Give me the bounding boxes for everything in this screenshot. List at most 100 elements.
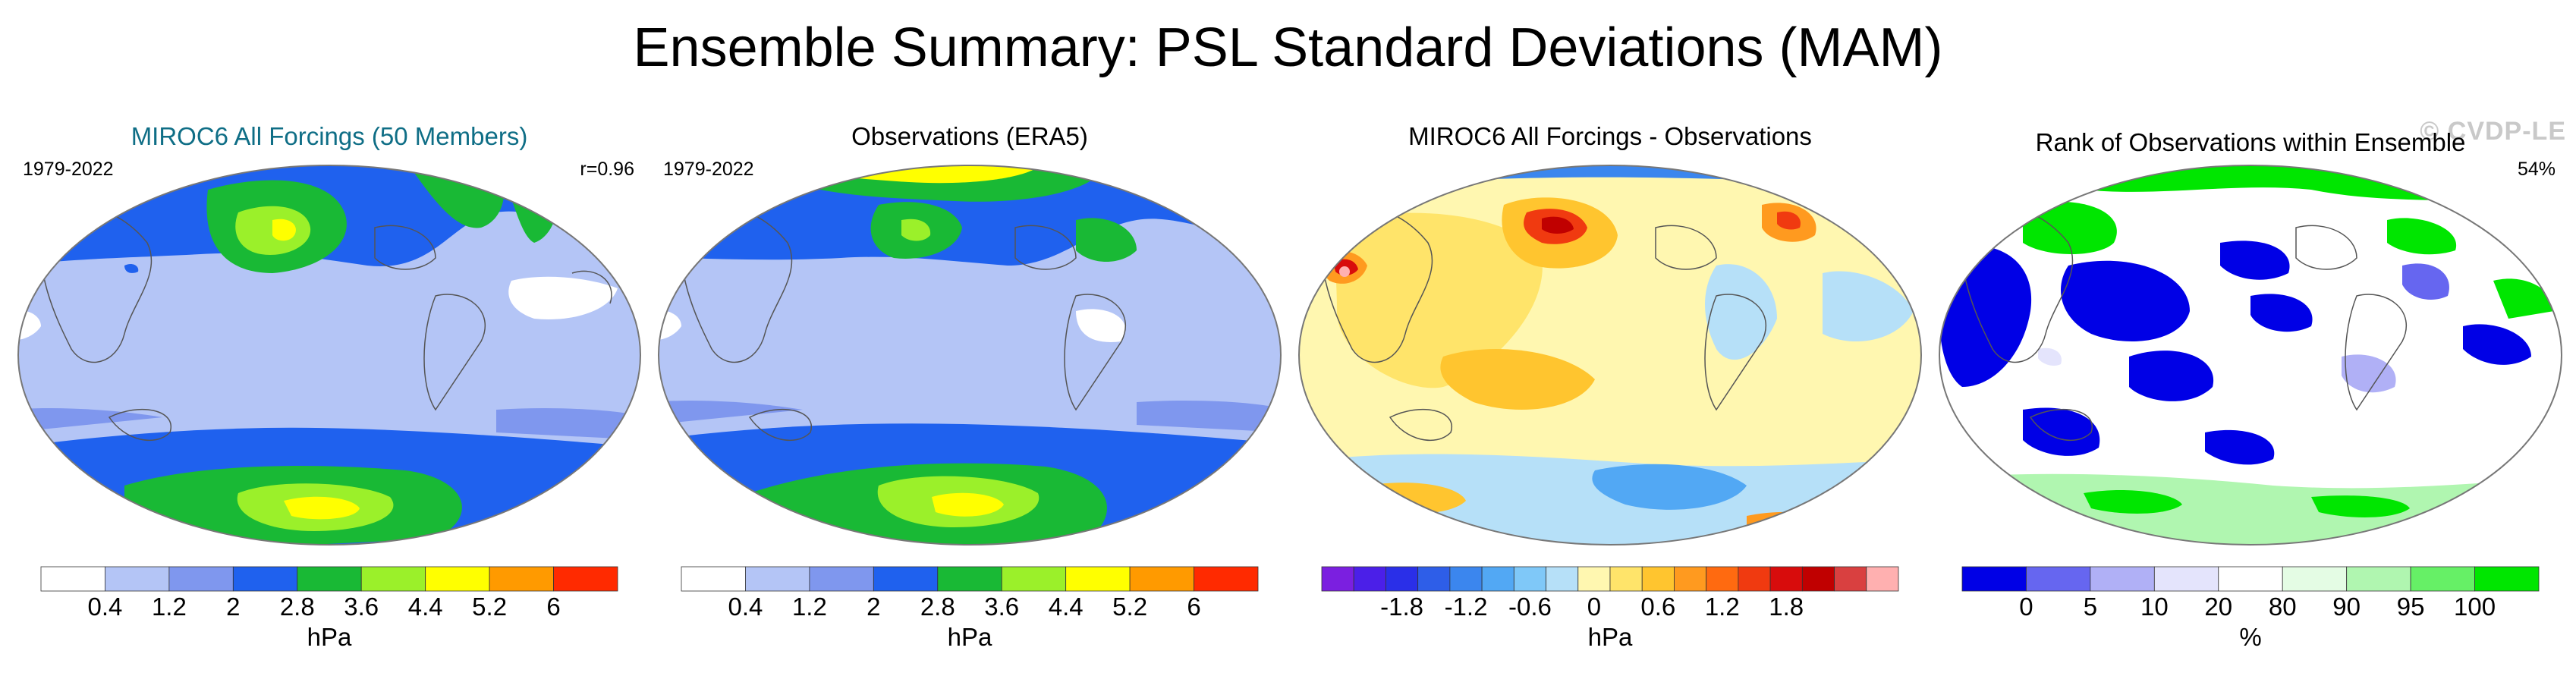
panel-title: MIROC6 All Forcings - Observations [1408, 122, 1812, 150]
colorbar-box-5 [2282, 566, 2348, 592]
colorbar-box-2 [168, 566, 234, 592]
colorbar-box-0 [1321, 566, 1354, 592]
colorbar-box-1 [1353, 566, 1386, 592]
colorbar-box-13 [1738, 566, 1771, 592]
colorbar-box-12 [1706, 566, 1739, 592]
colorbar-box-5 [360, 566, 426, 592]
period-label: 1979-2022 [663, 159, 754, 180]
colorbar-tick-label: 6 [1187, 593, 1201, 621]
colorbar [40, 566, 618, 592]
colorbar-box-3 [1417, 566, 1451, 592]
colorbar-box-10 [1641, 566, 1675, 592]
colorbar-tick-label: 0.4 [728, 593, 763, 621]
colorbar-tick-label: 1.8 [1769, 593, 1804, 621]
colorbar [1321, 566, 1899, 592]
colorbar-box-7 [2410, 566, 2475, 592]
colorbar-box-5 [1481, 566, 1514, 592]
colorbar-box-14 [1769, 566, 1803, 592]
colorbar-box-17 [1866, 566, 1899, 592]
figure-title: Ensemble Summary: PSL Standard Deviation… [633, 17, 1943, 78]
colorbar-tick-label: 5.2 [472, 593, 508, 621]
colorbar-box-4 [297, 566, 362, 592]
panel-rank: © CVDP-LE Rank of Observations within En… [1932, 114, 2569, 668]
colorbar-box-0 [1961, 566, 2027, 592]
colorbar-tick-label: -0.6 [1508, 593, 1552, 621]
map-rank [1939, 165, 2562, 546]
colorbar-tick-label: 0 [2019, 593, 2033, 621]
colorbar-box-5 [1001, 566, 1067, 592]
colorbar-box-15 [1801, 566, 1835, 592]
colorbar-tick-label: 5 [2083, 593, 2098, 621]
colorbar-box-16 [1834, 566, 1867, 592]
colorbar-tick-label: 1.2 [151, 593, 187, 621]
units-label: hPa [947, 623, 992, 651]
colorbar-tick-label: 2.8 [279, 593, 315, 621]
colorbar-box-0 [40, 566, 105, 592]
colorbar-box-8 [2474, 566, 2540, 592]
colorbar-box-4 [2218, 566, 2283, 592]
units-label: % [2239, 623, 2262, 651]
colorbar-box-1 [2026, 566, 2091, 592]
panel-title: Observations (ERA5) [851, 122, 1088, 150]
colorbar-tick-label: 95 [2396, 593, 2425, 621]
colorbar-tick-label: 1.2 [791, 593, 827, 621]
colorbar-box-6 [1513, 566, 1546, 592]
colorbar-box-4 [937, 566, 1002, 592]
colorbar-box-0 [681, 566, 746, 592]
colorbar-box-9 [1609, 566, 1643, 592]
panel-miroc6: MIROC6 All Forcings (50 Members) 1979-20… [11, 114, 648, 668]
colorbar-tick-label: 6 [546, 593, 561, 621]
colorbar-box-8 [1577, 566, 1611, 592]
colorbar-tick-label: 2.8 [920, 593, 955, 621]
colorbar-tick-label: 4.4 [1048, 593, 1084, 621]
map-era5 [658, 165, 1282, 546]
colorbar-tick-label: -1.8 [1380, 593, 1423, 621]
colorbar-tick-label: 1.2 [1704, 593, 1740, 621]
colorbar-box-11 [1674, 566, 1707, 592]
colorbar-tick-label: 80 [2268, 593, 2297, 621]
colorbar-box-3 [2153, 566, 2219, 592]
colorbar-box-3 [232, 566, 298, 592]
colorbar-box-1 [745, 566, 810, 592]
watermark-label: © CVDP-LE [2420, 117, 2566, 146]
colorbar-tick-label: 3.6 [984, 593, 1020, 621]
correlation-label: r=0.96 [580, 159, 634, 180]
colorbar-tick-label: 2 [226, 593, 241, 621]
colorbar-box-7 [1129, 566, 1194, 592]
colorbar-box-8 [1194, 566, 1259, 592]
colorbar-box-7 [489, 566, 554, 592]
units-label: hPa [307, 623, 352, 651]
colorbar-box-8 [553, 566, 618, 592]
colorbar [1961, 566, 2540, 592]
map-miroc6 [17, 165, 641, 546]
colorbar-box-6 [425, 566, 490, 592]
colorbar-tick-label: 5.2 [1112, 593, 1148, 621]
colorbar-box-6 [1065, 566, 1131, 592]
panel-difference: MIROC6 All Forcings - Observations [1291, 114, 1929, 668]
map-difference [1298, 165, 1922, 546]
colorbar-tick-label: -1.2 [1444, 593, 1488, 621]
colorbar-tick-label: 0.6 [1640, 593, 1676, 621]
rank-percent-label: 54% [2517, 159, 2556, 180]
colorbar-box-2 [809, 566, 874, 592]
colorbar-box-7 [1546, 566, 1579, 592]
colorbar-box-6 [2346, 566, 2411, 592]
panel-title: MIROC6 All Forcings (50 Members) [131, 122, 528, 150]
colorbar-box-4 [1449, 566, 1483, 592]
period-label: 1979-2022 [23, 159, 114, 180]
colorbar-box-2 [1386, 566, 1419, 592]
colorbar-tick-label: 4.4 [407, 593, 443, 621]
colorbar-box-1 [105, 566, 170, 592]
colorbar-tick-label: 90 [2332, 593, 2361, 621]
panel-era5: Observations (ERA5) 1979-2022 [651, 114, 1288, 668]
colorbar-tick-label: 100 [2454, 593, 2496, 621]
colorbar-box-2 [2090, 566, 2155, 592]
colorbar-tick-label: 0.4 [87, 593, 123, 621]
colorbar-box-3 [873, 566, 939, 592]
colorbar-tick-label: 2 [867, 593, 881, 621]
map-border [17, 165, 641, 546]
colorbar [681, 566, 1259, 592]
colorbar-tick-label: 0 [1587, 593, 1602, 621]
colorbar-tick-label: 3.6 [344, 593, 379, 621]
panel-title: Rank of Observations within Ensemble [2035, 128, 2466, 156]
